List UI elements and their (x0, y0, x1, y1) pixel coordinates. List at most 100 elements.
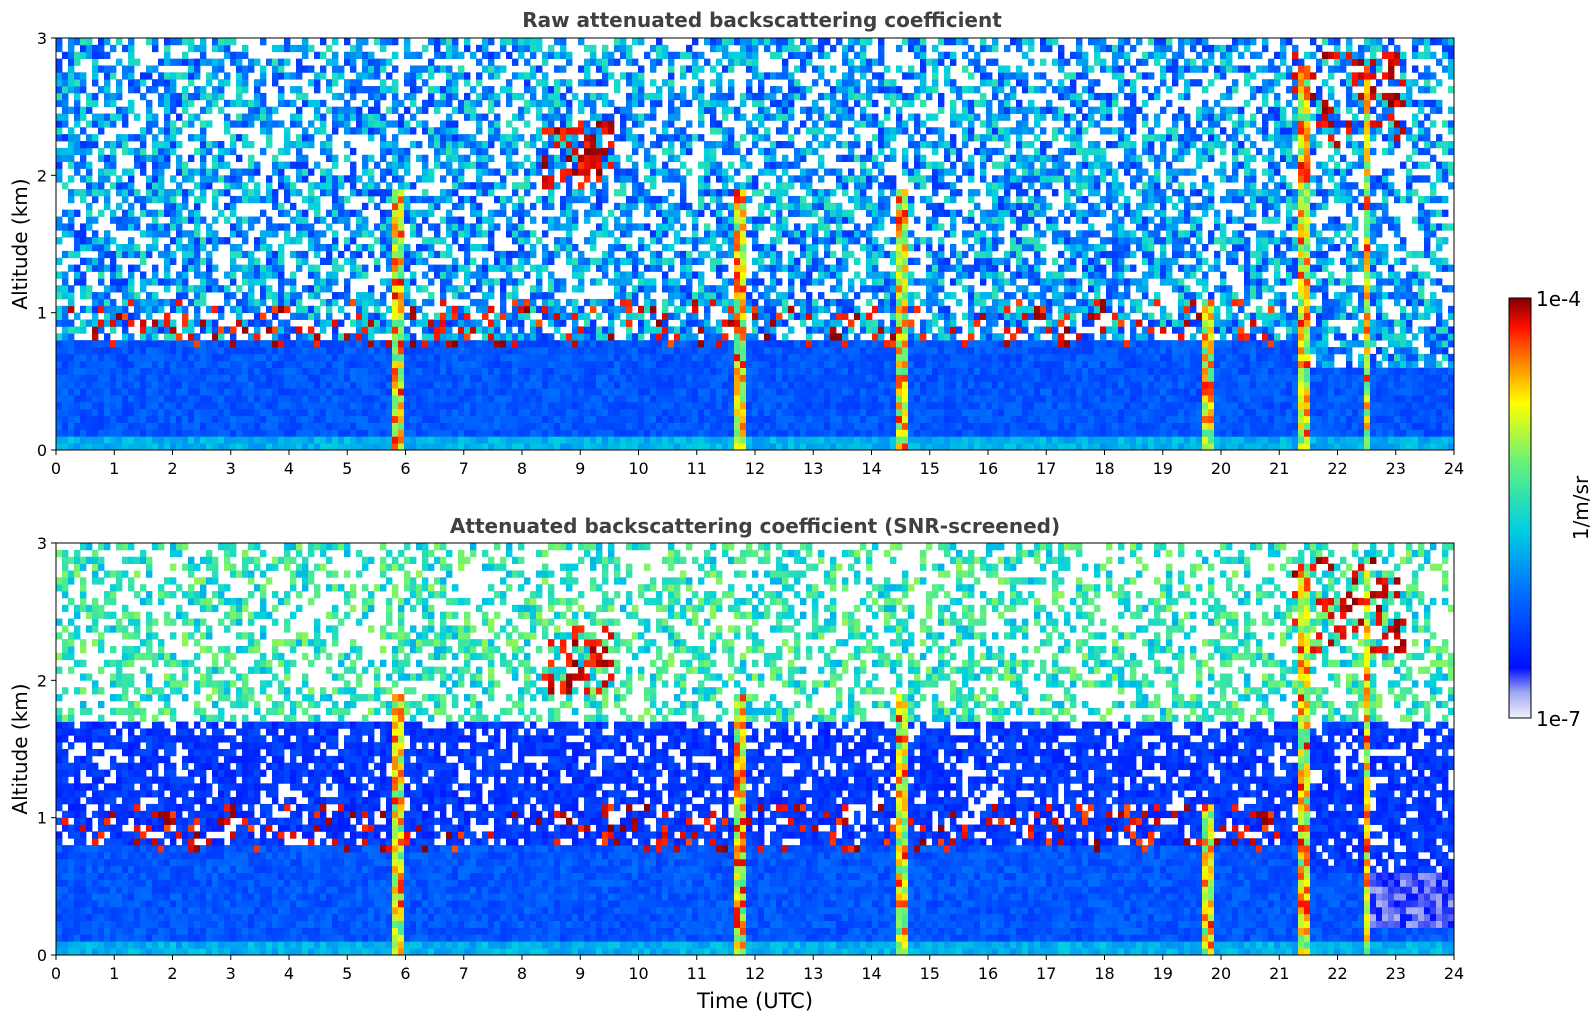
heatmap-cell (116, 189, 122, 196)
heatmap-cell (686, 65, 692, 72)
heatmap-cell (476, 210, 482, 217)
heatmap-cell (224, 292, 230, 299)
heatmap-cell (650, 374, 656, 381)
heatmap-cell (566, 237, 572, 244)
heatmap-cell (332, 155, 338, 162)
heatmap-cell (488, 429, 494, 436)
heatmap-cell (302, 340, 308, 347)
heatmap-cell (566, 120, 572, 127)
heatmap-cell (206, 148, 212, 155)
heatmap-cell (434, 107, 440, 114)
heatmap-cell (650, 333, 656, 340)
heatmap-cell (116, 265, 122, 272)
heatmap-cell (254, 189, 260, 196)
heatmap-cell (104, 368, 110, 375)
heatmap-cell (200, 340, 206, 347)
heatmap-cell (644, 423, 650, 430)
heatmap-cell (230, 423, 236, 430)
heatmap-cell (308, 45, 314, 52)
heatmap-cell (752, 347, 758, 354)
heatmap-cell (452, 409, 458, 416)
heatmap-cell (620, 168, 626, 175)
heatmap-cell (290, 271, 296, 278)
heatmap-cell (314, 340, 320, 347)
heatmap-cell (68, 361, 74, 368)
heatmap-cell (734, 107, 740, 114)
heatmap-cell (182, 361, 188, 368)
heatmap-cell (476, 148, 482, 155)
heatmap-cell (350, 210, 356, 217)
heatmap-cell (344, 38, 350, 45)
heatmap-cell (212, 93, 218, 100)
heatmap-cell (104, 52, 110, 59)
heatmap-cell (74, 340, 80, 347)
heatmap-cell (524, 38, 530, 45)
heatmap-cell (524, 313, 530, 320)
heatmap-cell (302, 141, 308, 148)
heatmap-cell (332, 120, 338, 127)
heatmap-cell (128, 402, 134, 409)
heatmap-cell (680, 86, 686, 93)
heatmap-cell (158, 361, 164, 368)
heatmap-cell (626, 114, 632, 121)
heatmap-cell (398, 217, 404, 224)
heatmap-cell (314, 114, 320, 121)
heatmap-cell (722, 423, 728, 430)
heatmap-cell (656, 258, 662, 265)
heatmap-cell (194, 299, 200, 306)
heatmap-cell (638, 368, 644, 375)
heatmap-cell (554, 326, 560, 333)
heatmap-cell (116, 381, 122, 388)
heatmap-cell (356, 114, 362, 121)
heatmap-cell (536, 306, 542, 313)
heatmap-cell (296, 368, 302, 375)
heatmap-cell (146, 65, 152, 72)
heatmap-cell (290, 72, 296, 79)
heatmap-cell (410, 429, 416, 436)
heatmap-cell (410, 374, 416, 381)
heatmap-cell (650, 127, 656, 134)
heatmap-cell (122, 285, 128, 292)
heatmap-cell (194, 409, 200, 416)
heatmap-cell (368, 333, 374, 340)
heatmap-cell (326, 388, 332, 395)
heatmap-cell (620, 306, 626, 313)
heatmap-cell (440, 100, 446, 107)
heatmap-cell (536, 127, 542, 134)
heatmap-cell (566, 402, 572, 409)
heatmap-cell (98, 127, 104, 134)
heatmap-cell (614, 381, 620, 388)
heatmap-cell (620, 271, 626, 278)
heatmap-cell (548, 45, 554, 52)
heatmap-cell (506, 148, 512, 155)
heatmap-cell (404, 265, 410, 272)
heatmap-cell (386, 72, 392, 79)
heatmap-cell (518, 313, 524, 320)
heatmap-cell (620, 395, 626, 402)
heatmap-cell (710, 368, 716, 375)
heatmap-cell (512, 148, 518, 155)
heatmap-cell (686, 361, 692, 368)
heatmap-cell (296, 354, 302, 361)
heatmap-cell (488, 134, 494, 141)
heatmap-cell (236, 217, 242, 224)
heatmap-cell (416, 210, 422, 217)
heatmap-cell (338, 120, 344, 127)
heatmap-cell (662, 354, 668, 361)
heatmap-cell (308, 120, 314, 127)
heatmap-cell (410, 347, 416, 354)
heatmap-cell (338, 374, 344, 381)
heatmap-cell (662, 299, 668, 306)
heatmap-cell (398, 340, 404, 347)
heatmap-cell (488, 127, 494, 134)
heatmap-cell (404, 429, 410, 436)
heatmap-cell (686, 258, 692, 265)
heatmap-cell (224, 182, 230, 189)
heatmap-cell (314, 271, 320, 278)
heatmap-cell (110, 347, 116, 354)
heatmap-cell (716, 45, 722, 52)
heatmap-cell (692, 52, 698, 59)
heatmap-cell (494, 168, 500, 175)
heatmap-cell (674, 251, 680, 258)
heatmap-cell (740, 402, 746, 409)
